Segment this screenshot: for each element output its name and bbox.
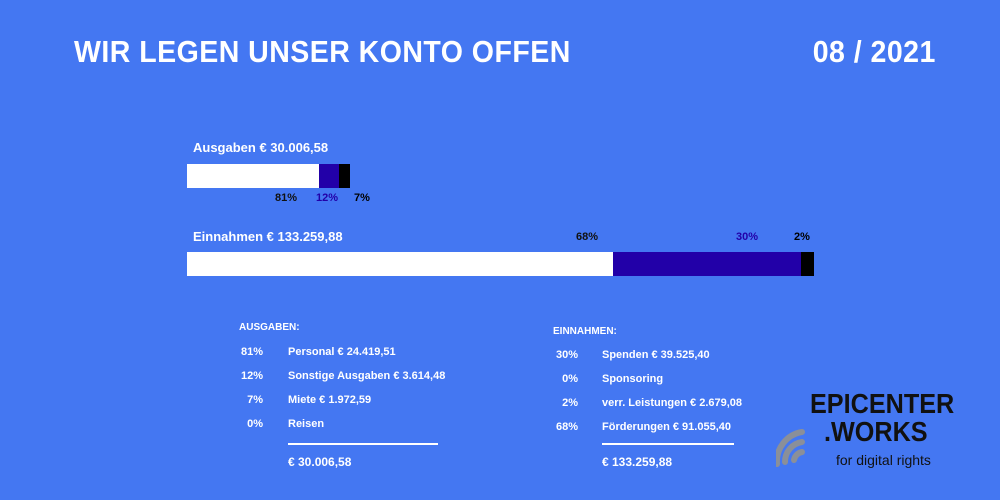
einnahmen-divider: [602, 443, 734, 445]
bar-segment-2: [319, 164, 339, 188]
bar-percent-label: 7%: [354, 192, 370, 204]
ausgaben-row-percent: 12%: [240, 370, 263, 382]
bar-percent-label: 2%: [794, 231, 810, 243]
bar-segment-3: [801, 252, 814, 276]
einnahmen-row-percent: 68%: [555, 421, 578, 433]
einnahmen-row-label: Förderungen € 91.055,40: [602, 421, 731, 433]
logo-line1: EPICENTER: [810, 388, 955, 419]
einnahmen-row-percent: 2%: [562, 397, 578, 409]
epicenter-works-logo: EPICENTER .WORKS for digital rights: [776, 390, 954, 490]
einnahmen-row-label: Spenden € 39.525,40: [602, 349, 710, 361]
bar-percent-label: 68%: [576, 231, 599, 243]
ausgaben-heading: AUSGABEN:: [239, 322, 300, 333]
einnahmen-total: € 133.259,88: [602, 455, 673, 469]
period-date: 08 / 2021: [812, 34, 936, 69]
einnahmen-row-label: verr. Leistungen € 2.679,08: [602, 397, 743, 409]
ausgaben-row-label: Sonstige Ausgaben € 3.614,48: [288, 370, 446, 382]
ausgaben-stacked-bar: [187, 164, 350, 188]
logo-tagline: for digital rights: [836, 452, 931, 468]
bar-segment-3: [338, 164, 350, 188]
einnahmen-row-label: Sponsoring: [602, 373, 664, 385]
ausgaben-bar-title: Ausgaben € 30.006,58: [193, 140, 329, 155]
wifi-signal-icon: [776, 429, 805, 467]
ausgaben-row-label: Reisen: [288, 418, 325, 430]
bar-segment-2: [613, 252, 802, 276]
bar-percent-label: 81%: [275, 192, 298, 204]
einnahmen-heading: EINNAHMEN:: [553, 326, 617, 337]
bar-percent-label: 30%: [736, 231, 759, 243]
einnahmen-row-percent: 0%: [562, 373, 578, 385]
einnahmen-stacked-bar: [187, 252, 814, 276]
ausgaben-total: € 30.006,58: [288, 455, 352, 469]
page-title: WIR LEGEN UNSER KONTO OFFEN: [74, 34, 571, 69]
ausgaben-row-percent: 7%: [247, 394, 263, 406]
einnahmen-row-percent: 30%: [555, 349, 578, 361]
ausgaben-divider: [288, 443, 438, 445]
bar-percent-label: 12%: [316, 192, 339, 204]
logo-line2: .WORKS: [824, 416, 928, 447]
ausgaben-row-label: Miete € 1.972,59: [288, 394, 372, 406]
ausgaben-row-percent: 0%: [247, 418, 263, 430]
ausgaben-row-label: Personal € 24.419,51: [288, 346, 396, 358]
bar-segment-1: [187, 252, 614, 276]
einnahmen-bar-title: Einnahmen € 133.259,88: [193, 229, 343, 244]
ausgaben-row-percent: 81%: [240, 346, 263, 358]
bar-segment-1: [187, 164, 320, 188]
